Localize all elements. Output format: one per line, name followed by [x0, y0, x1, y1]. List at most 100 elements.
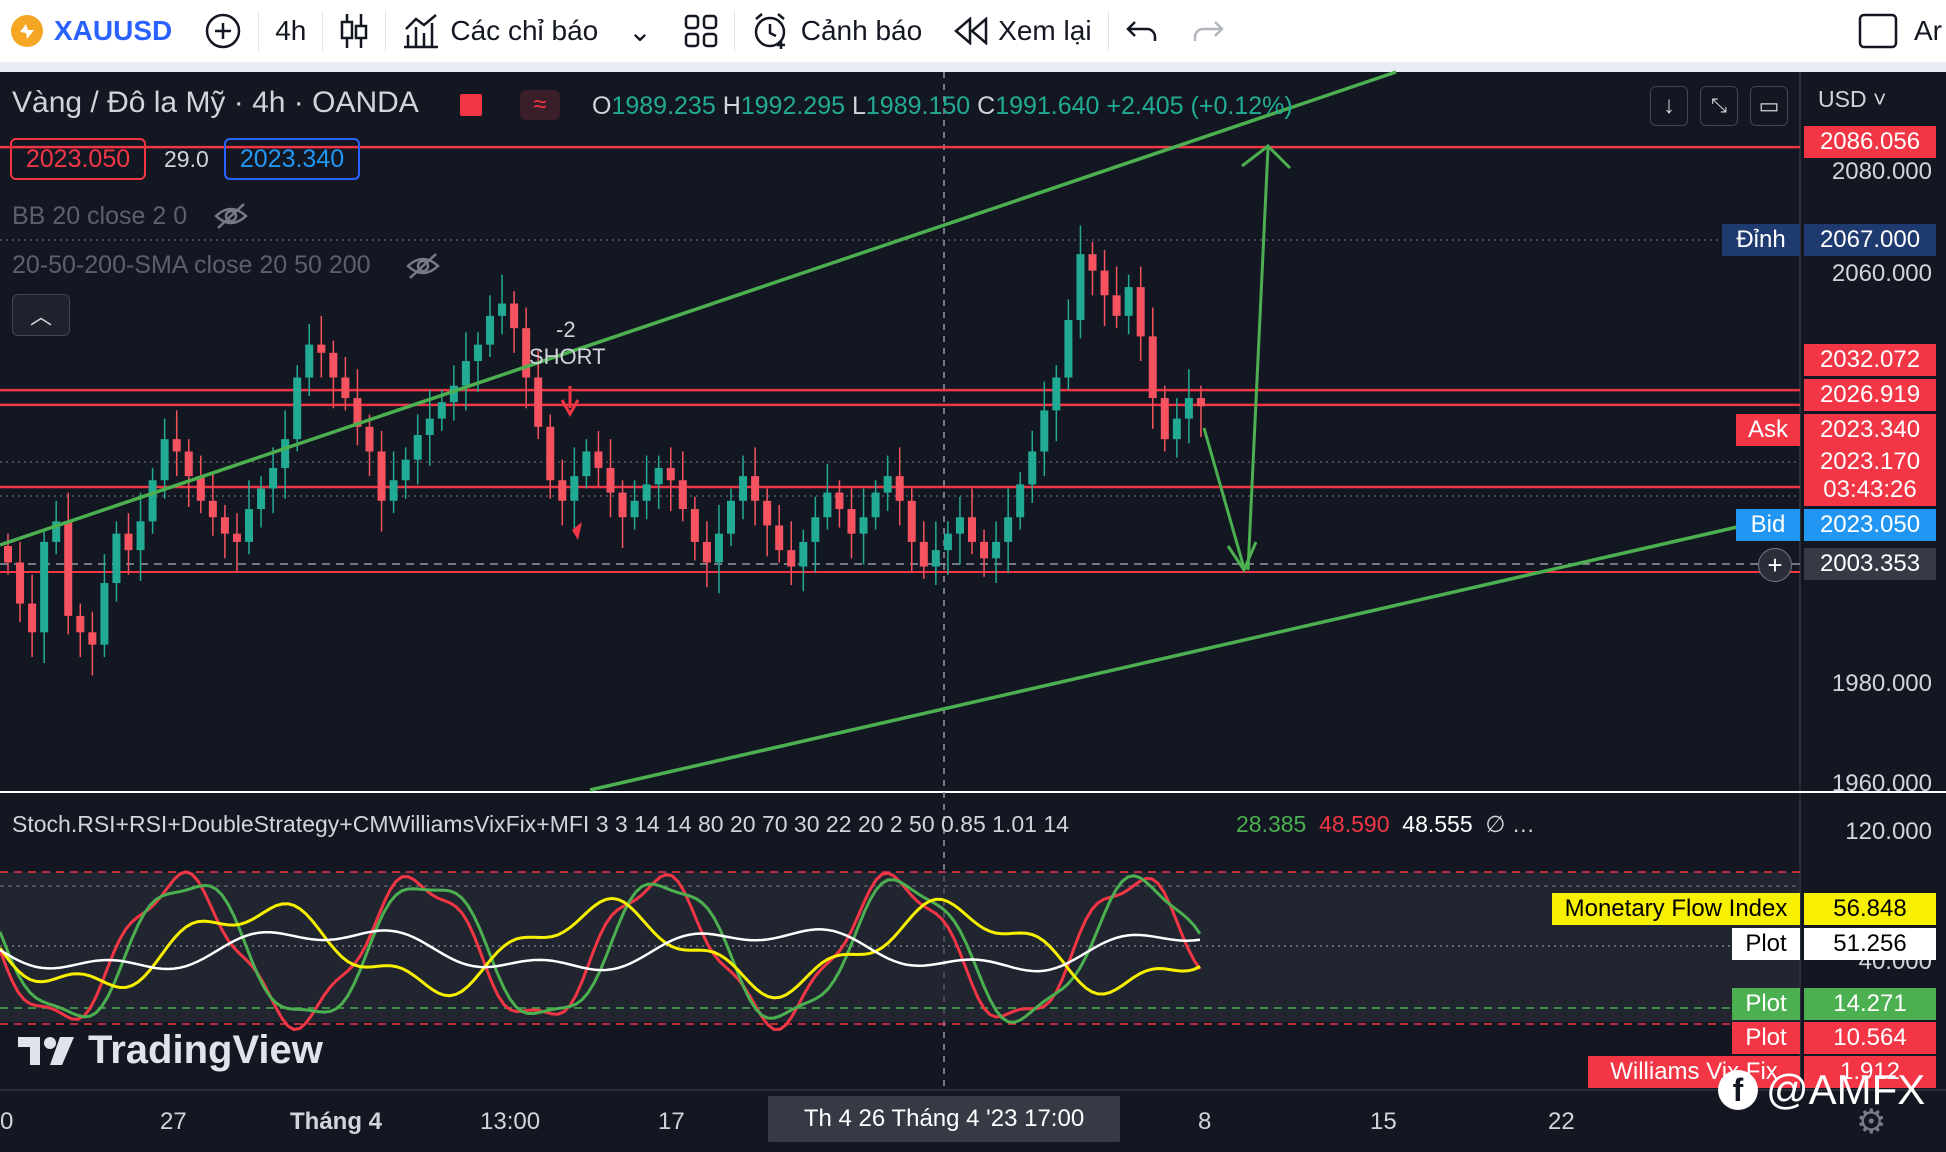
candle-body — [305, 344, 314, 378]
candle-body — [570, 476, 579, 501]
candle-body — [413, 435, 422, 460]
candle-body — [377, 451, 386, 501]
candle-body — [365, 426, 374, 452]
replay-button[interactable]: Xem lại — [938, 0, 1107, 62]
candle-body — [124, 533, 133, 551]
candle-body — [992, 541, 1001, 559]
candle-body — [1184, 398, 1193, 419]
eye-hidden-icon[interactable] — [406, 252, 440, 280]
time-tick-label: 27 — [160, 1108, 187, 1135]
candle-body — [727, 500, 735, 534]
candle-body — [1076, 254, 1085, 320]
interval-label: 4h — [275, 15, 307, 46]
layouts-button[interactable] — [668, 0, 734, 62]
redo-button[interactable] — [1175, 0, 1241, 62]
channel-lower-line — [589, 523, 1747, 792]
candle-body — [293, 377, 302, 440]
maximize-pane-button[interactable]: ▭ — [1750, 86, 1788, 126]
eye-hidden-icon[interactable] — [214, 202, 248, 230]
candle-body — [329, 352, 338, 378]
candle-body — [100, 583, 109, 645]
candle-body — [220, 517, 229, 534]
collapse-pane-button[interactable]: ⤡ — [1700, 86, 1738, 126]
candle-body — [546, 426, 555, 481]
rsi-line — [0, 928, 1201, 973]
symbol-selector[interactable]: XAUUSD — [0, 0, 188, 62]
top-toolbar: XAUUSD 4h Các chỉ báo ⌄ Cảnh báo Xem lại… — [0, 0, 1946, 62]
candle-body — [606, 467, 615, 493]
candle-body — [811, 517, 820, 542]
crosshair-time-label: Th 4 26 Tháng 4 '23 17:00 — [768, 1096, 1120, 1142]
oscillator-title[interactable]: Stoch.RSI+RSI+DoubleStrategy+CMWilliamsV… — [12, 811, 1069, 837]
candle-body — [40, 541, 49, 633]
candle-body — [16, 562, 25, 604]
compare-symbol-button[interactable] — [188, 0, 258, 62]
currency-selector[interactable]: USD ˅ — [1818, 86, 1887, 112]
time-tick-label: 0 — [0, 1108, 14, 1135]
indicators-label: Các chỉ báo — [450, 15, 599, 46]
candle-body — [510, 303, 519, 329]
short-signal-arrow — [560, 386, 580, 418]
toolbar-divider — [258, 11, 260, 51]
alerts-button[interactable]: Cảnh báo — [735, 0, 938, 62]
sell-price-button[interactable]: 2023.050 — [10, 138, 146, 180]
chart-type-button[interactable] — [323, 0, 385, 62]
candle-body — [1112, 295, 1121, 316]
tradingview-logo: TradingView — [16, 1028, 323, 1073]
candle-body — [654, 467, 663, 485]
collapse-legend-button[interactable]: ︿ — [12, 294, 70, 336]
rewind-icon — [954, 17, 988, 45]
osc-value-tag: 51.256 — [1804, 928, 1936, 960]
candle-body — [112, 533, 121, 583]
chevron-down-icon: ˅ — [1872, 86, 1887, 112]
osc-label-tag: Plot — [1732, 988, 1800, 1020]
candle-body — [317, 344, 326, 353]
candle-body — [184, 451, 193, 477]
indicators-button[interactable]: Các chỉ báo ⌄ — [386, 0, 667, 62]
price-tag-label: Đỉnh — [1722, 224, 1800, 256]
candle-body — [76, 615, 85, 633]
candle-body — [1148, 336, 1157, 399]
price-tick-label: 1960.000 — [1831, 770, 1932, 797]
osc-label-tag: Plot — [1732, 1022, 1800, 1054]
fullscreen-button[interactable] — [1842, 0, 1904, 62]
price-tag: 2023.170 — [1804, 446, 1936, 478]
channel-upper-line — [0, 70, 1397, 547]
undo-button[interactable] — [1109, 0, 1175, 62]
toolbar-divider — [733, 11, 735, 51]
candle-body — [1160, 398, 1169, 440]
time-tick-label: 13:00 — [480, 1108, 541, 1135]
candle-body — [871, 492, 880, 518]
candle-body — [461, 361, 470, 386]
buy-price-button[interactable]: 2023.340 — [224, 138, 360, 180]
candle-body — [919, 541, 928, 567]
candle-body — [245, 509, 253, 542]
candle-body — [943, 533, 952, 551]
candle-body — [702, 541, 711, 563]
candle-body — [208, 500, 217, 518]
candle-body — [136, 521, 145, 551]
bb-indicator-label[interactable]: BB 20 close 2 0 — [12, 202, 188, 230]
drawings — [0, 70, 1747, 792]
candle-body — [690, 509, 699, 542]
candle-body — [739, 476, 748, 501]
data-wave-icon: ≈ — [520, 90, 560, 120]
candle-body — [1100, 270, 1109, 296]
price-tag: 2032.072 — [1804, 344, 1936, 376]
time-tick-label: 22 — [1548, 1108, 1575, 1135]
candle-body — [425, 418, 434, 436]
interval-button[interactable]: 4h — [259, 0, 322, 62]
add-alert-plus-icon[interactable]: + — [1758, 548, 1792, 582]
sma-indicator-label[interactable]: 20-50-200-SMA close 20 50 200 — [12, 251, 371, 279]
price-tag: 03:43:26 — [1804, 474, 1936, 506]
candle-body — [1052, 377, 1061, 411]
price-tag: 2086.056 — [1804, 126, 1936, 158]
scroll-down-button[interactable]: ↓ — [1650, 86, 1688, 126]
alarm-clock-icon — [754, 13, 785, 49]
spread-value: 29.0 — [164, 146, 209, 172]
chevron-down-icon[interactable]: ⌄ — [628, 15, 652, 47]
price-tag: 2026.919 — [1804, 379, 1936, 411]
settings-gear-icon[interactable]: ⚙ — [1856, 1103, 1887, 1141]
price-tick-label: 1980.000 — [1831, 670, 1932, 697]
